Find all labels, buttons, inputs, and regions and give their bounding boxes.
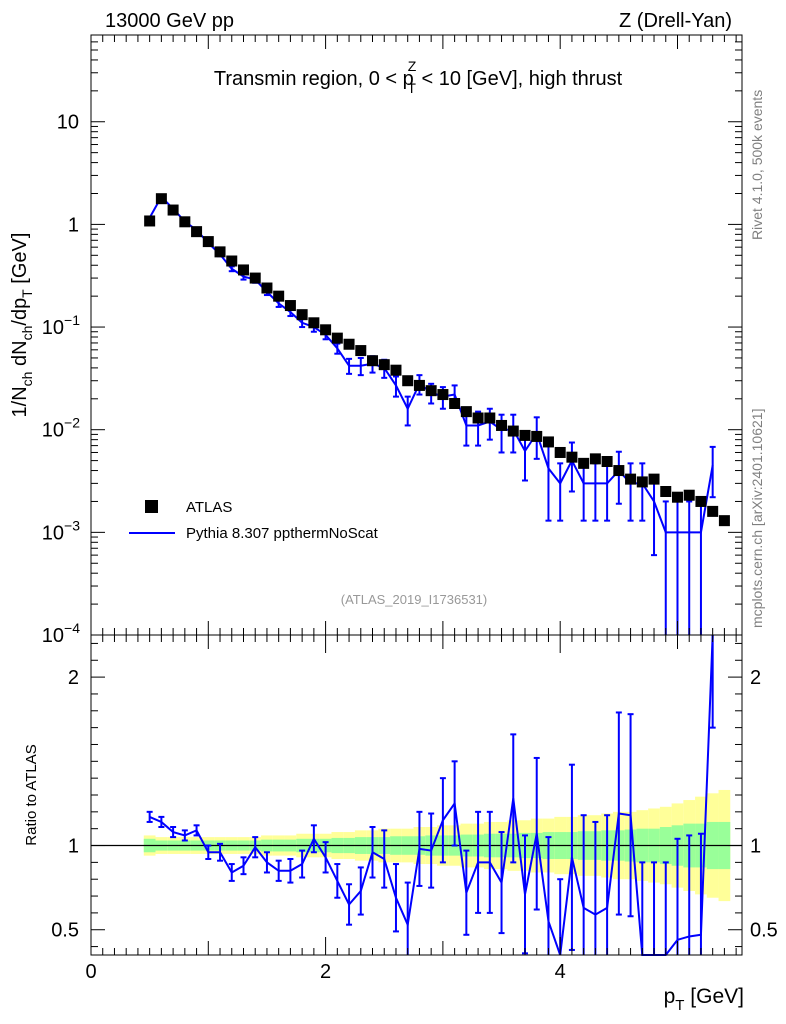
rivet-label: Rivet 4.1.0, 500k events: [749, 90, 765, 240]
ratio-xtick-label: 4: [555, 961, 566, 983]
atlas-point: [413, 379, 425, 391]
atlas-point: [707, 505, 719, 517]
ratio-ylabel: Ratio to ATLAS: [23, 744, 40, 845]
ratio-ytick-label-left: 2: [68, 667, 79, 689]
analysis-label: (ATLAS_2019_I1736531): [341, 592, 487, 607]
ratio-ytick-label-right: 2: [750, 667, 761, 689]
title-part-main: Transmin region, 0 < p: [214, 68, 414, 90]
title-part-end: < 10 [GeV], high thrust: [416, 68, 623, 90]
legend-label-pythia: Pythia 8.307 ppthermNoScat: [186, 525, 379, 542]
main-ylabel: 1/Nch dNch/dpT [GeV]: [9, 233, 35, 418]
atlas-point: [402, 375, 414, 387]
title-superscript: Z: [408, 58, 417, 74]
atlas-point: [390, 364, 402, 376]
header-left: 13000 GeV pp: [105, 10, 234, 32]
atlas-point: [155, 193, 167, 205]
mcplots-label: mcplots.cern.ch [arXiv:2401.10621]: [749, 409, 765, 628]
atlas-point: [531, 430, 543, 442]
atlas-point: [648, 473, 660, 485]
atlas-point: [519, 429, 531, 441]
atlas-point: [226, 255, 238, 267]
atlas-point: [191, 226, 203, 238]
legend-marker-atlas: [145, 500, 158, 513]
atlas-point: [378, 359, 390, 371]
atlas-point: [507, 425, 519, 437]
atlas-point: [214, 246, 226, 258]
atlas-point: [449, 397, 461, 409]
atlas-point: [472, 412, 484, 424]
atlas-point: [636, 476, 648, 488]
atlas-point: [167, 204, 179, 216]
atlas-point: [284, 300, 296, 312]
ratio-ytick-label-left: 1: [68, 836, 79, 858]
atlas-point: [566, 451, 578, 463]
atlas-point: [331, 332, 343, 344]
atlas-point: [320, 324, 332, 336]
atlas-point: [625, 473, 637, 485]
title-subscript: T: [407, 80, 416, 96]
atlas-point: [437, 389, 449, 401]
atlas-point: [484, 412, 496, 424]
main-ytick-label: 10−1: [42, 312, 80, 339]
atlas-point: [589, 453, 601, 465]
atlas-point: [273, 290, 285, 302]
atlas-point: [718, 515, 730, 527]
ratio-ytick-label-right: 1: [750, 836, 761, 858]
atlas-point: [343, 338, 355, 350]
ratio-xtick-label: 2: [320, 961, 331, 983]
atlas-point: [660, 486, 672, 498]
atlas-point: [601, 456, 613, 468]
atlas-point: [671, 491, 683, 503]
legend-label-atlas: ATLAS: [186, 499, 232, 516]
atlas-point: [179, 216, 191, 228]
main-ytick-label: 10: [57, 112, 79, 134]
atlas-point: [695, 495, 707, 507]
main-title: Transmin region, 0 < pZ T < 10 [GeV], hig…: [214, 58, 623, 96]
main-ytick-label: 10−2: [42, 415, 80, 442]
atlas-point: [683, 489, 695, 501]
atlas-point: [261, 282, 273, 294]
atlas-point: [496, 419, 508, 431]
atlas-point: [308, 317, 320, 329]
main-ytick-label: 10−3: [42, 517, 80, 544]
header-right: Z (Drell-Yan): [619, 10, 732, 32]
atlas-point: [367, 355, 379, 367]
atlas-point: [296, 309, 308, 321]
atlas-point: [425, 385, 437, 397]
atlas-point: [202, 236, 214, 248]
ratio-ytick-label-left: 0.5: [51, 920, 79, 942]
xlabel: pT [GeV]: [664, 985, 744, 1014]
atlas-point: [542, 436, 554, 448]
atlas-point: [144, 215, 156, 227]
ratio-line: [149, 634, 714, 956]
atlas-point: [578, 457, 590, 469]
main-ytick-label: 1: [68, 214, 79, 236]
main-ytick-label-clipped: 10−4: [42, 620, 80, 647]
ratio-plot-frame: [90, 634, 743, 956]
atlas-point: [460, 406, 472, 418]
atlas-point: [554, 446, 566, 458]
atlas-point: [613, 465, 625, 477]
atlas-point: [249, 272, 261, 284]
ratio-xtick-label: 0: [85, 961, 96, 983]
atlas-point: [237, 264, 249, 276]
atlas-point: [355, 345, 367, 357]
ratio-ytick-label-right: 0.5: [750, 920, 778, 942]
main-plot-frame: [90, 34, 743, 636]
